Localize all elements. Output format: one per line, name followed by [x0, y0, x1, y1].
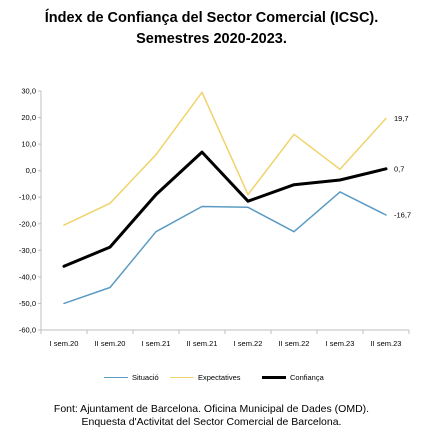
legend-label-situacio: Situació: [132, 373, 159, 382]
legend-item-expectatives: Expectatives: [170, 373, 241, 382]
y-tick-label: -20,0: [19, 219, 36, 228]
legend-label-confianca: Confiança: [290, 373, 324, 382]
legend-swatch-confianca: [262, 376, 286, 379]
data-label: 19,7: [394, 114, 409, 123]
chart-title-line1: Índex de Confiança del Sector Comercial …: [44, 10, 379, 26]
data-label: -16,7: [394, 211, 411, 220]
y-tick-label: -60,0: [19, 326, 36, 335]
x-tick-label: II sem.21: [187, 339, 218, 348]
source-note: Font: Ajuntament de Barcelona. Oficina M…: [0, 403, 423, 429]
legend-label-expectatives: Expectatives: [198, 373, 241, 382]
y-tick-label: -30,0: [19, 246, 36, 255]
y-tick-label: -10,0: [19, 193, 36, 202]
series-line-2: [62, 150, 388, 268]
chart-title: Índex de Confiança del Sector Comercial …: [0, 8, 423, 50]
legend-swatch-expectatives: [170, 377, 194, 378]
source-line2: Enquesta d'Activitat del Sector Comercia…: [81, 416, 342, 428]
y-tick-label: 0,0: [26, 166, 36, 175]
y-tick-label: 20,0: [21, 113, 36, 122]
y-tick-label: 10,0: [21, 140, 36, 149]
line-chart: -60,0 -50,0 -40,0 -30,0 -20,0 -10,0 0,0 10,0 20,…: [19, 87, 411, 349]
chart-legend: Situació Expectatives Confiança: [0, 373, 423, 387]
y-tick-label: 30,0: [21, 87, 36, 96]
series-line-0: [63, 191, 387, 305]
x-tick-label: I sem.21: [142, 339, 171, 348]
legend-item-confianca: Confiança: [262, 373, 324, 382]
source-line1: Font: Ajuntament de Barcelona. Oficina M…: [53, 403, 370, 415]
y-tick-label: -50,0: [19, 299, 36, 308]
x-tick-label: I sem.22: [234, 339, 263, 348]
x-tick-label: I sem.23: [326, 339, 355, 348]
x-tick-label: II sem.20: [95, 339, 126, 348]
y-tick-label: -40,0: [19, 272, 36, 281]
data-label: 0,7: [394, 164, 404, 173]
x-tick-label: II sem.23: [371, 339, 402, 348]
x-tick-label: I sem.20: [50, 339, 79, 348]
legend-item-situacio: Situació: [104, 373, 159, 382]
x-tick-label: II sem.22: [279, 339, 310, 348]
series-line-1: [63, 91, 387, 226]
legend-swatch-situacio: [104, 377, 128, 378]
chart-title-line2: Semestres 2020-2023.: [136, 31, 287, 47]
